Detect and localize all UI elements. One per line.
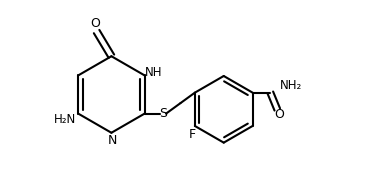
Text: H₂N: H₂N (53, 113, 76, 126)
Text: O: O (90, 17, 100, 30)
Text: O: O (274, 108, 284, 121)
Text: F: F (189, 128, 196, 141)
Text: NH: NH (145, 66, 162, 79)
Text: NH₂: NH₂ (280, 79, 302, 92)
Text: S: S (159, 107, 167, 120)
Text: N: N (108, 134, 117, 147)
